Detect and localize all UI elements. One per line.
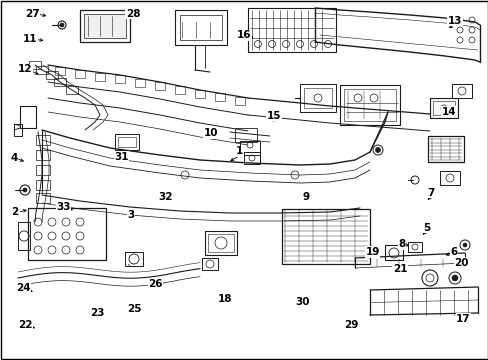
Text: 19: 19 xyxy=(365,247,379,257)
Bar xyxy=(18,222,30,250)
Text: 4: 4 xyxy=(10,153,18,163)
Text: 33: 33 xyxy=(56,202,71,212)
Bar xyxy=(36,193,50,203)
Bar xyxy=(28,208,106,260)
Bar xyxy=(36,165,50,175)
Text: 6: 6 xyxy=(449,247,456,257)
Bar xyxy=(118,137,136,147)
Circle shape xyxy=(23,188,27,192)
Circle shape xyxy=(451,275,457,281)
Text: 13: 13 xyxy=(447,16,461,26)
Bar xyxy=(235,97,244,105)
Bar xyxy=(36,150,50,160)
Bar xyxy=(175,86,184,94)
Text: 20: 20 xyxy=(453,258,468,268)
Bar xyxy=(135,78,145,86)
Bar xyxy=(66,86,78,94)
Bar xyxy=(215,93,224,101)
Text: 3: 3 xyxy=(127,210,134,220)
Bar xyxy=(240,141,260,155)
Bar xyxy=(204,231,237,255)
Bar xyxy=(299,84,335,112)
Text: 16: 16 xyxy=(237,30,251,40)
Text: 14: 14 xyxy=(441,107,455,117)
Text: 9: 9 xyxy=(302,192,309,202)
Bar xyxy=(36,66,48,74)
Bar xyxy=(439,171,459,185)
Text: 11: 11 xyxy=(23,34,38,44)
Bar xyxy=(282,209,369,264)
Text: 8: 8 xyxy=(398,239,405,249)
Bar xyxy=(115,134,139,150)
Bar xyxy=(304,88,331,108)
Bar xyxy=(54,78,66,86)
Bar xyxy=(195,90,204,98)
Bar xyxy=(384,245,402,260)
Bar xyxy=(80,10,130,42)
Text: 23: 23 xyxy=(90,308,105,318)
Bar xyxy=(247,8,335,52)
Text: 5: 5 xyxy=(422,222,429,233)
Bar xyxy=(343,89,395,121)
Bar xyxy=(451,84,471,98)
Text: 28: 28 xyxy=(125,9,140,19)
Text: 26: 26 xyxy=(148,279,163,289)
Text: 17: 17 xyxy=(455,314,470,324)
Bar xyxy=(115,75,125,83)
Bar xyxy=(235,128,257,142)
Text: 24: 24 xyxy=(16,283,31,293)
Bar xyxy=(339,85,399,125)
Text: 18: 18 xyxy=(217,294,232,304)
Circle shape xyxy=(375,148,380,153)
Text: 22: 22 xyxy=(18,320,33,330)
Bar xyxy=(180,15,222,40)
Circle shape xyxy=(60,23,64,27)
Text: 10: 10 xyxy=(203,128,218,138)
Bar xyxy=(95,72,105,81)
Circle shape xyxy=(462,243,466,247)
Bar xyxy=(75,70,85,78)
Bar xyxy=(84,14,126,38)
Text: 1: 1 xyxy=(236,146,243,156)
Text: 25: 25 xyxy=(127,304,142,314)
Text: 29: 29 xyxy=(343,320,358,330)
Text: 30: 30 xyxy=(294,297,309,307)
Bar xyxy=(244,152,260,164)
Text: 7: 7 xyxy=(427,188,434,198)
Bar xyxy=(29,61,41,69)
Bar xyxy=(175,10,226,45)
Bar xyxy=(202,258,218,270)
Bar xyxy=(46,71,58,79)
Text: 31: 31 xyxy=(114,152,128,162)
Text: 15: 15 xyxy=(266,111,281,121)
Text: 32: 32 xyxy=(158,192,172,202)
Text: 21: 21 xyxy=(392,264,407,274)
Bar xyxy=(14,124,22,136)
Bar xyxy=(20,106,36,128)
Bar xyxy=(207,234,234,252)
Bar xyxy=(36,180,50,190)
Bar xyxy=(407,242,421,252)
Text: 12: 12 xyxy=(18,64,33,74)
Text: 2: 2 xyxy=(11,207,18,217)
Bar xyxy=(427,136,463,162)
Bar xyxy=(125,252,142,266)
Bar xyxy=(55,67,65,75)
Bar xyxy=(155,82,164,90)
Text: 27: 27 xyxy=(25,9,40,19)
Bar xyxy=(429,98,457,118)
Bar xyxy=(36,135,50,145)
Bar xyxy=(432,101,454,115)
